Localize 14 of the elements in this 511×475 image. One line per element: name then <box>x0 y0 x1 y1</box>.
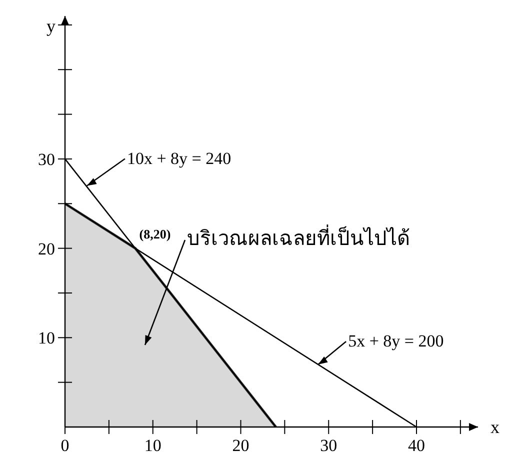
annotation: บริเวณผลเฉลยที่เป็นไปได้ <box>187 224 410 250</box>
x-tick-label: 10 <box>144 436 162 455</box>
x-tick-label: 40 <box>408 436 425 455</box>
annotation: 5x + 8y = 200 <box>348 331 444 350</box>
annotation: (8,20) <box>139 226 171 242</box>
x-tick-label: 0 <box>60 436 70 455</box>
y-axis-title: y <box>46 16 56 36</box>
y-tick-label: 20 <box>38 239 55 258</box>
y-tick-label: 10 <box>38 328 55 348</box>
y-tick-label: 30 <box>38 150 55 169</box>
annotation: 10x + 8y = 240 <box>126 148 232 168</box>
x-tick-label: 20 <box>232 436 250 455</box>
x-tick-label: 30 <box>320 436 338 455</box>
x-axis-title: x <box>490 417 500 437</box>
